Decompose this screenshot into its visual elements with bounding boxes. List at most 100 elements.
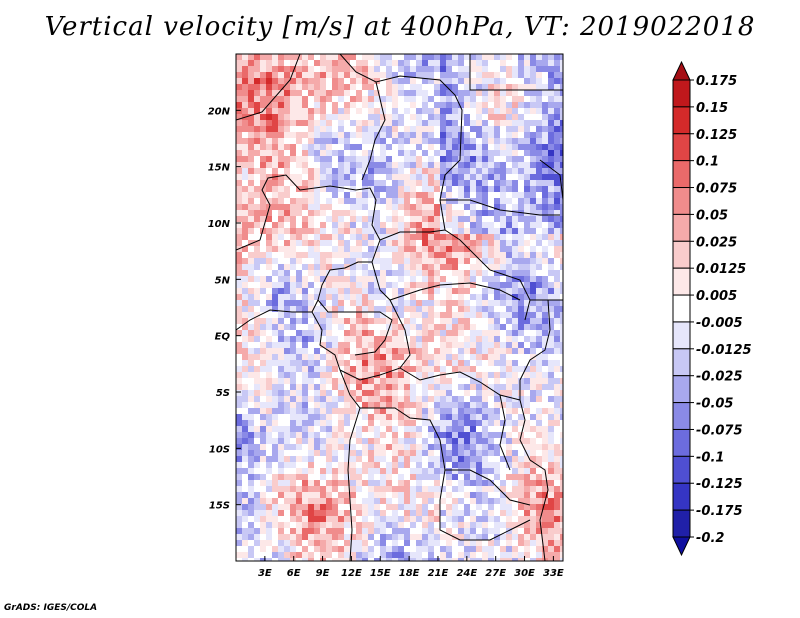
field-cell [356,456,363,463]
field-cell [266,414,273,421]
field-cell [434,528,441,535]
field-cell [524,192,531,199]
field-cell [464,510,471,517]
field-cell [524,96,531,103]
field-cell [440,402,447,409]
field-cell [440,66,447,73]
field-cell [362,306,369,313]
field-cell [560,144,563,151]
field-cell [536,426,543,433]
field-cell [380,498,387,505]
field-cell [494,342,501,349]
field-cell [476,60,483,67]
field-cell [326,522,333,529]
field-cell [386,156,393,163]
field-cell [494,474,501,481]
field-cell [308,192,315,199]
field-cell [434,342,441,349]
field-cell [266,456,273,463]
field-cell [488,456,495,463]
field-cell [542,174,549,181]
field-cell [482,408,489,415]
field-cell [440,90,447,97]
field-cell [410,204,417,211]
field-cell [428,276,435,283]
field-cell [350,510,357,517]
field-cell [536,318,543,325]
field-cell [500,192,507,199]
field-cell [560,138,563,145]
field-cell [326,210,333,217]
field-cell [296,222,303,229]
field-cell [260,312,267,319]
field-cell [374,516,381,523]
field-cell [242,186,249,193]
field-cell [326,330,333,337]
field-cell [500,138,507,145]
field-cell [266,72,273,79]
field-cell [380,330,387,337]
field-cell [452,120,459,127]
field-cell [410,498,417,505]
field-cell [326,60,333,67]
field-cell [434,522,441,529]
field-cell [548,438,555,445]
field-cell [542,516,549,523]
field-cell [476,450,483,457]
field-cell [518,84,525,91]
field-cell [518,90,525,97]
field-cell [344,480,351,487]
field-cell [374,336,381,343]
field-cell [416,474,423,481]
field-cell [524,258,531,265]
field-cell [314,366,321,373]
field-cell [362,330,369,337]
field-cell [332,450,339,457]
field-cell [254,234,261,241]
field-cell [554,180,561,187]
field-cell [380,222,387,229]
field-cell [350,222,357,229]
field-cell [266,60,273,67]
field-cell [458,84,465,91]
field-cell [284,462,291,469]
field-cell [320,312,327,319]
field-cell [338,330,345,337]
field-cell [494,558,501,561]
field-cell [278,480,285,487]
field-cell [404,534,411,541]
field-cell [302,426,309,433]
field-cell [344,60,351,67]
field-cell [284,306,291,313]
field-cell [398,300,405,307]
field-cell [368,162,375,169]
field-cell [428,324,435,331]
field-cell [320,186,327,193]
field-cell [392,396,399,403]
field-cell [422,186,429,193]
field-cell [326,114,333,121]
field-cell [470,336,477,343]
field-cell [374,504,381,511]
field-cell [404,330,411,337]
field-cell [404,522,411,529]
field-cell [560,90,563,97]
field-cell [272,312,279,319]
field-cell [374,546,381,553]
field-cell [248,138,255,145]
field-cell [296,204,303,211]
field-cell [272,540,279,547]
field-cell [398,414,405,421]
field-cell [440,132,447,139]
field-cell [500,234,507,241]
field-cell [320,192,327,199]
field-cell [488,198,495,205]
field-cell [248,72,255,79]
field-cell [404,174,411,181]
field-cell [530,318,537,325]
field-cell [512,336,519,343]
field-cell [512,426,519,433]
field-cell [242,378,249,385]
field-cell [236,408,243,415]
field-cell [374,492,381,499]
